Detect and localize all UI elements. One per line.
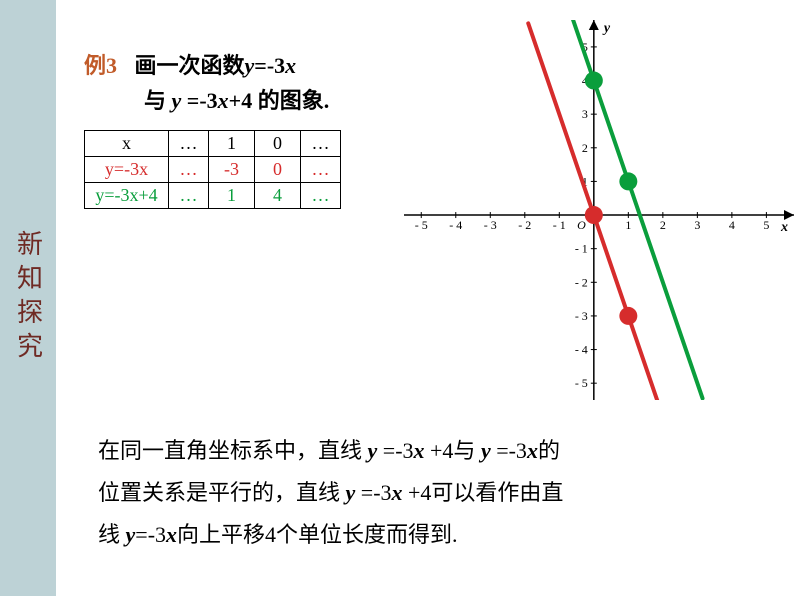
svg-text:- 1: - 1 [575,242,588,256]
problem-statement: 例3 画一次函数y=-3x 与 y =-3x+4 的图象. [84,48,329,118]
text-seg: +4与 [425,438,481,463]
conclusion-text: 在同一直角坐标系中，直线 y =-3x +4与 y =-3x的 位置关系是平行的… [98,430,738,555]
table-cell: 0 [255,131,301,157]
table-cell: y=-3x+4 [85,183,169,209]
problem-text-seg: 与 [144,88,172,113]
svg-text:- 5: - 5 [415,218,428,232]
table-cell: … [169,131,209,157]
text-seg: =-3 [491,438,527,463]
problem-text-seg: =-3 [181,88,217,113]
var-x: x [414,438,425,463]
table-row-red: y=-3x … -3 0 … [85,157,341,183]
text-seg: =-3 [135,522,166,547]
var-y: y [245,53,255,78]
svg-text:3: 3 [582,107,588,121]
svg-text:- 3: - 3 [484,218,497,232]
svg-text:1: 1 [625,218,631,232]
table-cell: … [169,157,209,183]
problem-text-seg: =-3 [254,53,285,78]
text-seg: +4可以看作由直 [403,480,564,505]
problem-line1: 画一次函数y=-3x [135,53,297,78]
svg-text:- 2: - 2 [575,275,588,289]
table-cell: -3 [209,157,255,183]
var-x: x [218,88,229,113]
text-seg: 向上平移4个单位长度而得到. [177,522,458,547]
text-seg: =-3 [377,438,413,463]
table-cell: … [169,183,209,209]
problem-line2: 与 y =-3x+4 的图象. [144,88,329,113]
text-seg: 线 [98,522,126,547]
var-x: x [285,53,296,78]
table-cell: 4 [255,183,301,209]
table-row-green: y=-3x+4 … 1 4 … [85,183,341,209]
table-row-header: x … 1 0 … [85,131,341,157]
svg-text:- 4: - 4 [449,218,462,232]
table-cell: 0 [255,157,301,183]
svg-text:3: 3 [694,218,700,232]
table-cell: … [301,157,341,183]
svg-text:y: y [602,21,611,36]
data-table-wrap: x … 1 0 … y=-3x … -3 0 … y=-3x+4 … 1 4 … [84,130,341,209]
problem-text-seg: 画一次函数 [135,53,245,78]
table-cell: x [85,131,169,157]
table-cell: y=-3x [85,157,169,183]
var-y: y [481,438,491,463]
var-y: y [368,438,378,463]
table-cell: … [301,183,341,209]
svg-text:2: 2 [582,141,588,155]
coordinate-chart: - 5- 4- 3- 2- 112345- 5- 4- 3- 2- 112345… [404,20,794,400]
svg-text:- 3: - 3 [575,309,588,323]
example-label: 例3 [84,53,117,78]
table-cell: … [301,131,341,157]
svg-text:x: x [780,220,788,235]
svg-text:- 2: - 2 [518,218,531,232]
svg-text:- 1: - 1 [553,218,566,232]
problem-text-seg: +4 的图象. [229,88,330,113]
svg-text:- 4: - 4 [575,343,588,357]
sidebar-label: 新知探究 [10,230,47,366]
var-x: x [527,438,538,463]
text-seg: 在同一直角坐标系中，直线 [98,438,368,463]
var-x: x [392,480,403,505]
data-table: x … 1 0 … y=-3x … -3 0 … y=-3x+4 … 1 4 … [84,130,341,209]
svg-text:5: 5 [763,218,769,232]
text-seg: 的 [538,438,560,463]
var-y: y [172,88,182,113]
svg-text:O: O [577,218,586,232]
svg-text:- 5: - 5 [575,376,588,390]
svg-text:4: 4 [729,218,735,232]
var-x: x [166,522,177,547]
content-area: 例3 画一次函数y=-3x 与 y =-3x+4 的图象. x … 1 0 … … [56,0,794,596]
svg-text:2: 2 [660,218,666,232]
table-cell: 1 [209,183,255,209]
table-cell: 1 [209,131,255,157]
sidebar: 新知探究 [0,0,56,596]
text-seg: 位置关系是平行的，直线 [98,480,346,505]
text-seg: =-3 [355,480,391,505]
var-y: y [126,522,136,547]
var-y: y [346,480,356,505]
